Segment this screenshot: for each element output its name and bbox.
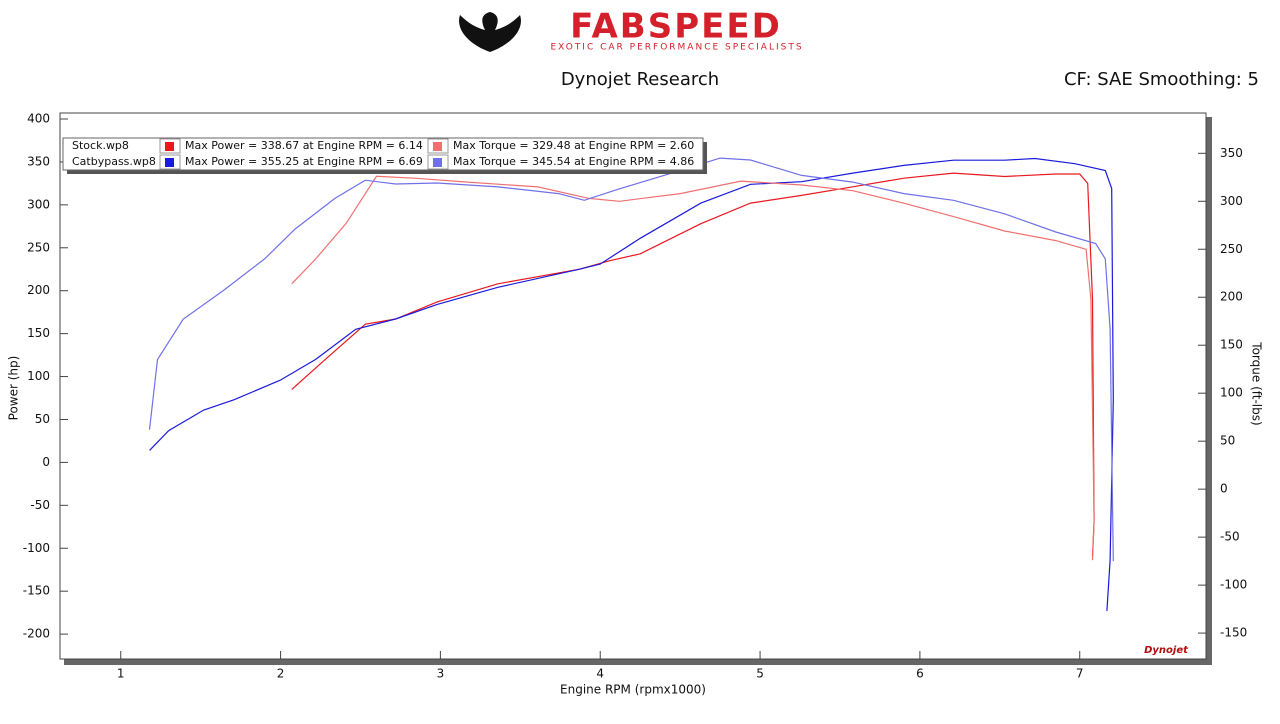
legend-entry: Max Torque = 345.54 at Engine RPM = 4.86 [453, 155, 694, 168]
x-tick-label: 1 [117, 667, 125, 681]
x-tick-label: 5 [756, 667, 764, 681]
x-tick-label: 3 [437, 667, 445, 681]
legend-swatch [165, 142, 174, 151]
legend-file: Catbypass.wp8 [72, 155, 156, 168]
chart-title: Dynojet Research [561, 69, 719, 90]
logo-text: FABSPEED [570, 7, 782, 47]
x-tick-label: 4 [596, 667, 604, 681]
y-tick-label: 100 [27, 369, 50, 383]
y-tick-label: 0 [42, 455, 50, 469]
y-tick-label: -150 [23, 584, 50, 598]
legend-entry: Max Power = 355.25 at Engine RPM = 6.69 [185, 155, 423, 168]
y2-tick-label: 150 [1220, 338, 1243, 352]
y-tick-label: 150 [27, 326, 50, 340]
y2-tick-label: 300 [1220, 194, 1243, 208]
y2-tick-label: -100 [1220, 578, 1247, 592]
plot-frame [59, 112, 1207, 660]
y-tick-label: 350 [27, 154, 50, 168]
y-tick-label: 200 [27, 283, 50, 297]
y-axis-label: Power (hp) [7, 356, 21, 421]
legend-file: Stock.wp8 [72, 139, 129, 152]
legend-swatch [165, 158, 174, 167]
series-line [148, 157, 1114, 562]
y2-tick-label: -150 [1220, 626, 1247, 640]
x-axis-label: Engine RPM (rpmx1000) [560, 683, 706, 697]
y-tick-label: 300 [27, 197, 50, 211]
logo: FABSPEED EXOTIC CAR PERFORMANCE SPECIALI… [459, 7, 803, 53]
series-line [291, 175, 1095, 561]
y2-tick-label: -50 [1220, 530, 1240, 544]
legend-swatch [433, 158, 442, 167]
y-tick-label: 400 [27, 112, 50, 126]
settings-label: CF: SAE Smoothing: 5 [1064, 69, 1259, 90]
x-tick-label: 7 [1076, 667, 1084, 681]
y2-tick-label: 100 [1220, 386, 1243, 400]
y2-tick-label: 0 [1220, 482, 1228, 496]
y-tick-label: 50 [35, 412, 50, 426]
logo-tagline: EXOTIC CAR PERFORMANCE SPECIALISTS [550, 43, 803, 53]
y-tick-label: 250 [27, 240, 50, 254]
legend-entry: Max Power = 338.67 at Engine RPM = 6.14 [185, 139, 423, 152]
legend-entry: Max Torque = 329.48 at Engine RPM = 2.60 [453, 139, 694, 152]
y-tick-label: -200 [23, 627, 50, 641]
y-tick-label: -100 [23, 541, 50, 555]
y2-tick-label: 50 [1220, 434, 1235, 448]
y2-tick-label: 200 [1220, 290, 1243, 304]
x-tick-label: 2 [277, 667, 285, 681]
y-tick-label: -50 [30, 498, 50, 512]
dynojet-badge: Dynojet [1144, 645, 1189, 656]
legend-swatch [433, 142, 442, 151]
y2-axis-label: Torque (ft-lbs) [1250, 341, 1264, 425]
series-line [291, 172, 1095, 557]
plot-area: -200-150-100-50050100150200250300350400-… [23, 112, 1247, 681]
legend: Stock.wp8 Catbypass.wp8 Max Power = 338.67… [62, 137, 707, 174]
y2-tick-label: 350 [1220, 146, 1243, 160]
y2-tick-label: 250 [1220, 242, 1243, 256]
logo-bird [459, 12, 521, 52]
x-tick-label: 6 [916, 667, 924, 681]
series-line [149, 157, 1114, 611]
